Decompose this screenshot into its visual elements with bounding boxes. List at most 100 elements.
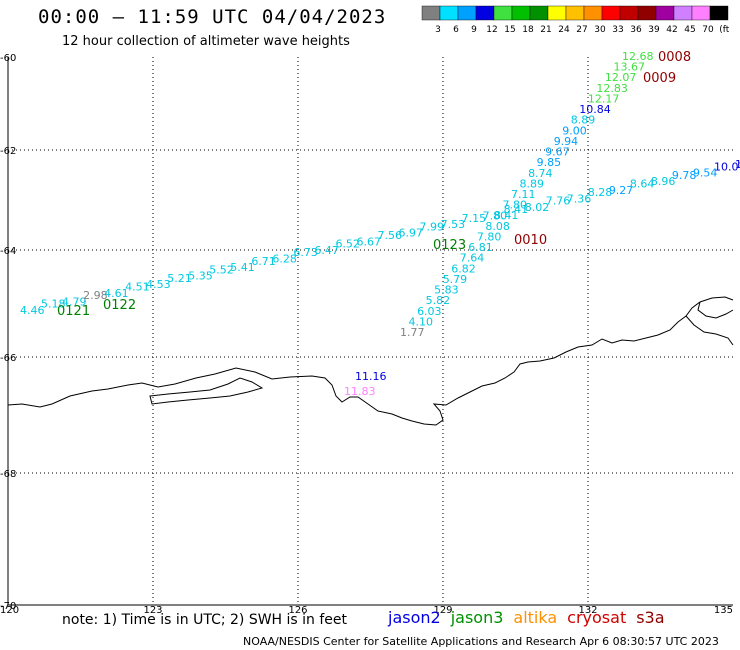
wave-height-label-track-north: 12.68: [622, 50, 654, 63]
wave-height-label-track-east: 6.97: [399, 227, 424, 240]
wave-height-label-track-east: 8.02: [525, 201, 550, 214]
pass-id-label: 0009: [643, 71, 676, 86]
wave-height-label-track-east: 8.64: [630, 177, 655, 190]
wave-height-label-track-north: 7.80: [502, 199, 527, 212]
coastal-cape: [685, 301, 734, 346]
wave-height-label-track-north: 12.83: [596, 82, 628, 95]
wave-height-label-track-north: 13.67: [613, 61, 645, 74]
colorbar-label: 33: [612, 25, 623, 35]
wave-height-label-track-east: 2.98: [83, 289, 108, 302]
wave-height-label-track-east: 6.67: [356, 235, 381, 248]
wave-height-label-track-north: 8.41: [494, 209, 519, 222]
colorbar-label: 39: [648, 25, 660, 35]
wave-height-label-track-east: 4.53: [146, 278, 171, 291]
legend-jason2: jason2: [388, 608, 441, 627]
wave-height-label-track-north: 8.89: [520, 177, 545, 190]
longitude-tick-label: 132: [578, 605, 597, 616]
wave-height-label-track-east: 8.41: [504, 203, 529, 216]
wave-height-label-track-east: 9.54: [693, 167, 718, 180]
pass-id-label: 0121: [57, 304, 90, 319]
wave-height-label-track-north: 8.89: [571, 114, 596, 127]
wave-height-label-track-east: 8.96: [651, 175, 676, 188]
wave-height-label-track-east: 5.21: [167, 272, 192, 285]
wave-height-label-track-north: 5.82: [426, 294, 451, 307]
wave-height-label-track-east: 7.53: [441, 218, 466, 231]
page-title: 00:00 – 11:59 UTC 04/04/2023: [38, 6, 387, 28]
latitude-tick-label: -66: [0, 353, 16, 364]
longitude-tick-label: 120: [0, 605, 19, 616]
wave-height-label-track-east: 10.07: [714, 160, 740, 173]
wave-height-label-track-north: 1.77: [400, 326, 425, 339]
wave-height-label-track-east: 7.15: [462, 212, 487, 225]
wave-height-label-track-north: 9.00: [562, 124, 587, 137]
latitude-tick-label: -62: [0, 146, 16, 157]
wave-height-label-track-east: 9.78: [672, 169, 697, 182]
wave-height-label-track-north: 7.11: [511, 188, 536, 201]
wave-height-label-track-east: 6.52: [335, 238, 360, 251]
colorbar-label: 70: [702, 25, 714, 35]
pass-id-label: 0010: [514, 233, 547, 248]
colorbar-label: 27: [576, 25, 587, 35]
wave-height-label-track-east: 10.26: [735, 158, 740, 171]
wave-height-label-track-east: 7.80: [483, 210, 508, 223]
wave-height-label-track-north: 8.08: [485, 220, 510, 233]
wave-height-label-track-north: 8.74: [528, 167, 553, 180]
wave-height-label-track-north: 6.82: [451, 262, 476, 275]
legend-cryosat: cryosat: [567, 608, 627, 627]
colorbar-swatch: [709, 5, 729, 21]
wave-height-label-track-north: 10.84: [579, 103, 611, 116]
legend-s3a: s3a: [636, 608, 665, 627]
footer-note: note: 1) Time is in UTC; 2) SWH is in fe…: [62, 612, 348, 628]
latitude-tick-label: -60: [0, 53, 16, 64]
colorbar-label: 30: [594, 25, 606, 35]
legend-altika: altika: [513, 608, 558, 627]
wave-height-label-track-east: 5.41: [230, 261, 255, 274]
colorbar-label: 18: [522, 25, 534, 35]
longitude-tick-label: 126: [288, 605, 307, 616]
colorbar-label: 24: [558, 25, 570, 35]
wave-height-label-track-east: 4.46: [20, 304, 45, 317]
wave-height-label-coast: 11.16: [355, 370, 387, 383]
colorbar-label: 12: [486, 25, 497, 35]
pass-id-label: 0008: [658, 50, 691, 65]
wave-height-label-track-east: 4.79: [62, 295, 87, 308]
colorbar-label: 15: [504, 25, 515, 35]
wave-height-label-track-north: 9.67: [545, 146, 570, 159]
colorbar-label: (ft): [719, 25, 730, 35]
coastal-inlet: [149, 377, 264, 405]
antarctic-coastline: [7, 296, 734, 426]
latitude-tick-label: -68: [0, 469, 16, 480]
colorbar-label: 36: [630, 25, 642, 35]
wave-height-label-track-north: 5.79: [443, 273, 468, 286]
wave-height-label-track-north: 6.81: [468, 241, 493, 254]
longitude-tick-label: 135: [714, 605, 733, 616]
longitude-tick-label: 129: [433, 605, 452, 616]
wave-height-label-track-north: 9.85: [537, 156, 562, 169]
latitude-tick-label: -64: [0, 246, 16, 257]
wave-height-label-track-east: 6.73: [293, 246, 318, 259]
wave-height-label-track-east: 5.52: [209, 263, 234, 276]
wave-height-label-track-north: 12.07: [605, 71, 637, 84]
wave-height-label-track-east: 7.56: [378, 229, 403, 242]
wave-height-label-track-east: 9.27: [609, 184, 634, 197]
wave-height-label-track-east: 6.71: [251, 255, 276, 268]
colorbar-label: 45: [684, 25, 695, 35]
wave-height-label-track-north: 12.17: [588, 92, 620, 105]
satellite-legend: jason2 jason3 altika cryosat s3a: [388, 608, 675, 627]
colorbar-label: 42: [666, 25, 677, 35]
wave-height-label-track-north: 7.80: [477, 230, 502, 243]
wave-height-label-track-east: 8.28: [588, 186, 613, 199]
wave-height-label-track-north: 7.64: [460, 252, 485, 265]
longitude-tick-label: 123: [143, 605, 162, 616]
pass-id-label: 0123: [433, 238, 466, 253]
pass-id-label: 0122: [103, 298, 136, 313]
wave-height-label-track-east: 4.51: [125, 281, 150, 294]
page-subtitle: 12 hour collection of altimeter wave hei…: [62, 34, 350, 49]
legend-jason3: jason3: [450, 608, 504, 627]
wave-height-label-track-east: 5.18: [41, 298, 66, 311]
wave-height-label-track-east: 7.36: [567, 192, 592, 205]
wave-height-label-track-north: 9.94: [554, 135, 579, 148]
wave-height-label-coast: 11.83: [344, 385, 376, 398]
colorbar-label: 9: [471, 25, 477, 35]
